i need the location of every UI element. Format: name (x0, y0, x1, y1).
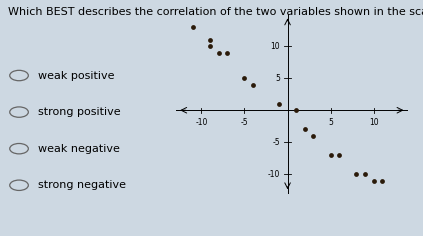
Point (215, 51, 222, 55)
Point (190, 25, 196, 29)
Point (224, 51, 231, 55)
Text: Which BEST describes the correlation of the two variables shown in the scatter p: Which BEST describes the correlation of … (8, 7, 423, 17)
Point (302, 128, 308, 131)
Text: 5: 5 (328, 118, 333, 127)
Point (310, 134, 317, 138)
Text: weak negative: weak negative (38, 144, 120, 154)
Text: strong positive: strong positive (38, 107, 121, 117)
Point (379, 179, 386, 183)
Text: -10: -10 (195, 118, 208, 127)
Text: -5: -5 (241, 118, 248, 127)
Point (327, 153, 334, 157)
Text: weak positive: weak positive (38, 71, 115, 80)
Text: -10: -10 (267, 170, 280, 179)
Text: 10: 10 (369, 118, 379, 127)
Point (293, 108, 299, 112)
Point (206, 44, 213, 48)
Text: strong negative: strong negative (38, 180, 126, 190)
Point (371, 179, 377, 183)
Text: -5: -5 (272, 138, 280, 147)
Point (206, 38, 213, 42)
Point (362, 173, 368, 176)
Point (275, 102, 282, 106)
Text: 10: 10 (270, 42, 280, 51)
Text: 5: 5 (275, 74, 280, 83)
Point (336, 153, 343, 157)
Point (250, 83, 256, 87)
Point (241, 76, 248, 80)
Point (353, 173, 360, 176)
